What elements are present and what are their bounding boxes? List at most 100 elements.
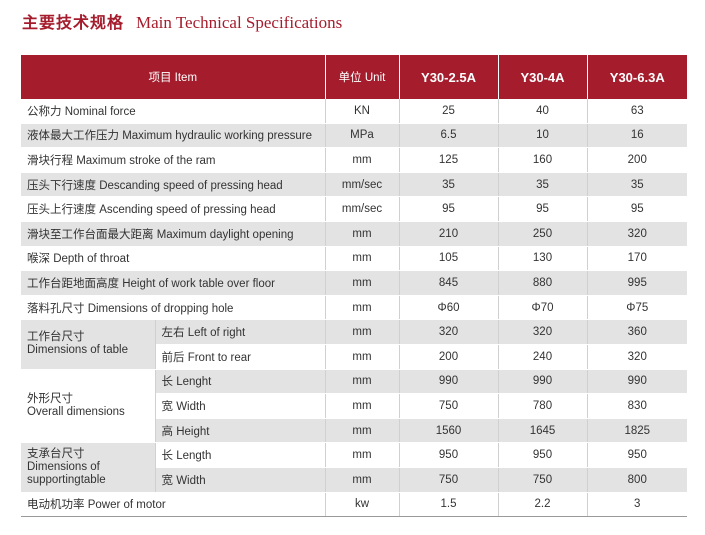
row-unit: mm	[325, 270, 400, 296]
row-value: 130	[498, 246, 588, 272]
row-unit: mm	[325, 246, 400, 272]
page-title-chinese: 主要技术规格	[22, 13, 125, 32]
row-value: 40	[498, 99, 588, 124]
header-item: 项目 Item	[21, 55, 326, 99]
row-value: 95	[587, 196, 687, 222]
row-value: 35	[399, 172, 499, 198]
table-row: 外形尺寸 Overall dimensions 长 Lenght mm 990 …	[21, 369, 687, 444]
row-unit: mm	[325, 467, 400, 493]
group-label-en: Dimensions of supportingtable	[27, 460, 106, 486]
row-item: 压头上行速度 Ascending speed of pressing head	[21, 196, 326, 222]
row-value: 95	[399, 196, 499, 222]
row-value: 320	[498, 319, 588, 345]
table-row: 压头下行速度 Descanding speed of pressing head…	[21, 172, 687, 198]
row-unit: mm	[325, 295, 400, 321]
row-value: 950	[498, 442, 588, 468]
group-label-overall-dimensions: 外形尺寸 Overall dimensions	[21, 369, 156, 444]
row-unit: MPa	[325, 123, 400, 149]
row-item: 喉深 Depth of throat	[21, 246, 326, 272]
row-unit: mm	[325, 418, 400, 444]
header-unit: 单位 Unit	[325, 55, 400, 99]
row-value: 95	[498, 196, 588, 222]
row-value: 3	[587, 492, 687, 518]
table-row: 电动机功率 Power of motor kw 1.5 2.2 3	[21, 492, 687, 518]
group-label-table-dimensions: 工作台尺寸 Dimensions of table	[21, 319, 156, 370]
page-title-english: Main Technical Specifications	[136, 13, 343, 32]
group-label-supporting-table: 支承台尺寸 Dimensions of supportingtable	[21, 442, 156, 493]
table-row: 前后 Front to rear mm 200 240 320	[21, 344, 687, 370]
row-unit: mm	[325, 344, 400, 370]
group-label-zh: 外形尺寸	[27, 392, 73, 405]
row-unit: mm	[325, 319, 400, 345]
row-unit: kw	[325, 492, 400, 518]
row-value: Φ75	[587, 295, 687, 321]
row-item: 工作台距地面高度 Height of work table over floor	[21, 270, 326, 296]
row-value: 170	[587, 246, 687, 272]
header-model-1: Y30-2.5A	[399, 55, 499, 99]
row-item: 电动机功率 Power of motor	[21, 492, 326, 518]
table-row: 高 Height mm 1560 1645 1825	[21, 418, 687, 444]
row-subitem: 宽 Width	[155, 467, 326, 493]
row-value: 200	[399, 344, 499, 370]
row-unit: KN	[325, 99, 400, 124]
row-value: 25	[399, 99, 499, 124]
row-value: 950	[399, 442, 499, 468]
row-value: 830	[587, 393, 687, 419]
group-label-zh: 工作台尺寸	[27, 331, 85, 344]
table-row: 公称力 Nominal force KN 25 40 63	[21, 99, 687, 124]
row-subitem: 长 Lenght	[155, 369, 326, 395]
row-value: 1560	[399, 418, 499, 444]
row-value: 800	[587, 467, 687, 493]
table-row: 喉深 Depth of throat mm 105 130 170	[21, 246, 687, 272]
row-value: 880	[498, 270, 588, 296]
row-value: 990	[587, 369, 687, 395]
row-value: 750	[399, 393, 499, 419]
row-value: 990	[399, 369, 499, 395]
table-row: 工作台距地面高度 Height of work table over floor…	[21, 270, 687, 296]
table-header-row: 项目 Item 单位 Unit Y30-2.5A Y30-4A Y30-6.3A	[21, 55, 687, 99]
page-title: 主要技术规格 Main Technical Specifications	[22, 9, 342, 37]
table-row: 工作台尺寸 Dimensions of table 左右 Left of rig…	[21, 319, 687, 370]
row-subitem: 左右 Left of right	[155, 319, 326, 345]
group-label-en: Overall dimensions	[27, 405, 125, 418]
header-model-2: Y30-4A	[498, 55, 588, 99]
row-item: 液体最大工作压力 Maximum hydraulic working press…	[21, 123, 326, 149]
row-value: 105	[399, 246, 499, 272]
table-row: 宽 Width mm 750 750 800	[21, 467, 687, 493]
row-value: 320	[587, 221, 687, 247]
row-item: 落料孔尺寸 Dimensions of dropping hole	[21, 295, 326, 321]
table-row: 支承台尺寸 Dimensions of supportingtable 长 Le…	[21, 442, 687, 493]
row-value: 360	[587, 319, 687, 345]
table-row: 落料孔尺寸 Dimensions of dropping hole mm Φ60…	[21, 295, 687, 321]
row-subitem: 前后 Front to rear	[155, 344, 326, 370]
table-row: 滑块至工作台面最大距离 Maximum daylight opening mm …	[21, 221, 687, 247]
row-value: 210	[399, 221, 499, 247]
row-value: Φ60	[399, 295, 499, 321]
row-value: 320	[587, 344, 687, 370]
row-value: 16	[587, 123, 687, 149]
row-value: Φ70	[498, 295, 588, 321]
row-unit: mm/sec	[325, 172, 400, 198]
row-unit: mm	[325, 369, 400, 395]
row-value: 1825	[587, 418, 687, 444]
row-item: 滑块至工作台面最大距离 Maximum daylight opening	[21, 221, 326, 247]
row-value: 950	[587, 442, 687, 468]
header-model-3: Y30-6.3A	[587, 55, 687, 99]
row-item: 压头下行速度 Descanding speed of pressing head	[21, 172, 326, 198]
row-value: 750	[498, 467, 588, 493]
table-row: 压头上行速度 Ascending speed of pressing head …	[21, 196, 687, 222]
row-value: 35	[587, 172, 687, 198]
row-subitem: 宽 Width	[155, 393, 326, 419]
row-unit: mm	[325, 442, 400, 468]
table-row: 滑块行程 Maximum stroke of the ram mm 125 16…	[21, 147, 687, 173]
row-value: 125	[399, 147, 499, 173]
row-value: 35	[498, 172, 588, 198]
row-value: 780	[498, 393, 588, 419]
row-value: 845	[399, 270, 499, 296]
group-label-zh: 支承台尺寸	[27, 447, 85, 460]
row-value: 2.2	[498, 492, 588, 518]
row-value: 250	[498, 221, 588, 247]
row-value: 10	[498, 123, 588, 149]
row-item: 公称力 Nominal force	[21, 99, 326, 124]
row-value: 200	[587, 147, 687, 173]
